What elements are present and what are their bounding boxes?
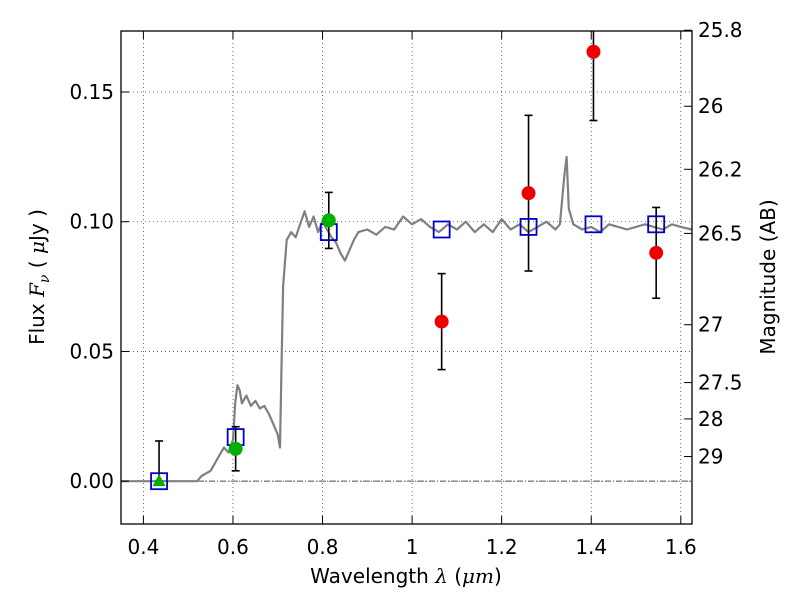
x-tick-label: 0.8 xyxy=(307,535,339,559)
y-axis-label: Flux Fν ( μJy ) xyxy=(25,209,53,345)
y-tick-label: 0.15 xyxy=(69,80,114,104)
x-tick-label: 1.6 xyxy=(665,535,697,559)
y2-tick-label: 26.2 xyxy=(698,157,743,181)
x-tick-label: 0.4 xyxy=(127,535,159,559)
optical-detection-point xyxy=(321,213,336,228)
y2-tick-label: 28 xyxy=(698,407,723,431)
y2-axis-label: Magnitude (AB) xyxy=(756,199,780,354)
model-photometry-square xyxy=(150,472,168,491)
y2-tick-label: 26.5 xyxy=(698,221,743,245)
model-photometry-square xyxy=(519,218,538,236)
y-tick-label: 0.10 xyxy=(69,210,114,234)
y-axis-tick-labels: 0.00 0.05 0.10 0.15 xyxy=(69,80,114,493)
y2-axis-tick-labels: 25.8 26 26.2 26.5 27 27.5 28 29 xyxy=(698,18,743,468)
x-tick-label: 1.4 xyxy=(575,535,607,559)
y-tick-label: 0.00 xyxy=(69,469,114,493)
nir-detection-point xyxy=(649,245,664,260)
x-axis-tick-labels: 0.4 0.6 0.8 1 1.2 1.4 1.6 xyxy=(127,535,696,559)
y2-tick-label: 26 xyxy=(698,94,723,118)
error-bars xyxy=(155,31,661,482)
nir-detection-point xyxy=(586,44,601,59)
x-tick-label: 1 xyxy=(406,535,419,559)
y2-tick-label: 29 xyxy=(698,445,723,469)
model-photometry-square xyxy=(584,215,603,234)
y2-tick-label: 25.8 xyxy=(698,18,743,42)
axis-ticks xyxy=(121,29,692,524)
nir-detection-point xyxy=(521,186,536,201)
optical-detection-point xyxy=(228,441,243,456)
grid-lines xyxy=(121,31,692,524)
nir-detection-point xyxy=(434,314,449,329)
x-tick-label: 0.6 xyxy=(217,535,249,559)
x-axis-label: Wavelength λ (μm) xyxy=(310,564,502,588)
plot-frame xyxy=(120,30,693,525)
y-tick-label: 0.05 xyxy=(69,339,114,363)
plot-area xyxy=(121,31,692,491)
model-photometry-square xyxy=(647,215,666,234)
model-photometry-square xyxy=(432,220,451,239)
y2-tick-label: 27.5 xyxy=(698,371,743,395)
y2-tick-label: 27 xyxy=(698,313,723,337)
data-markers xyxy=(150,44,666,491)
x-tick-label: 1.2 xyxy=(486,535,518,559)
sed-model-line xyxy=(121,155,692,483)
upper-limit-triangle xyxy=(152,474,166,487)
